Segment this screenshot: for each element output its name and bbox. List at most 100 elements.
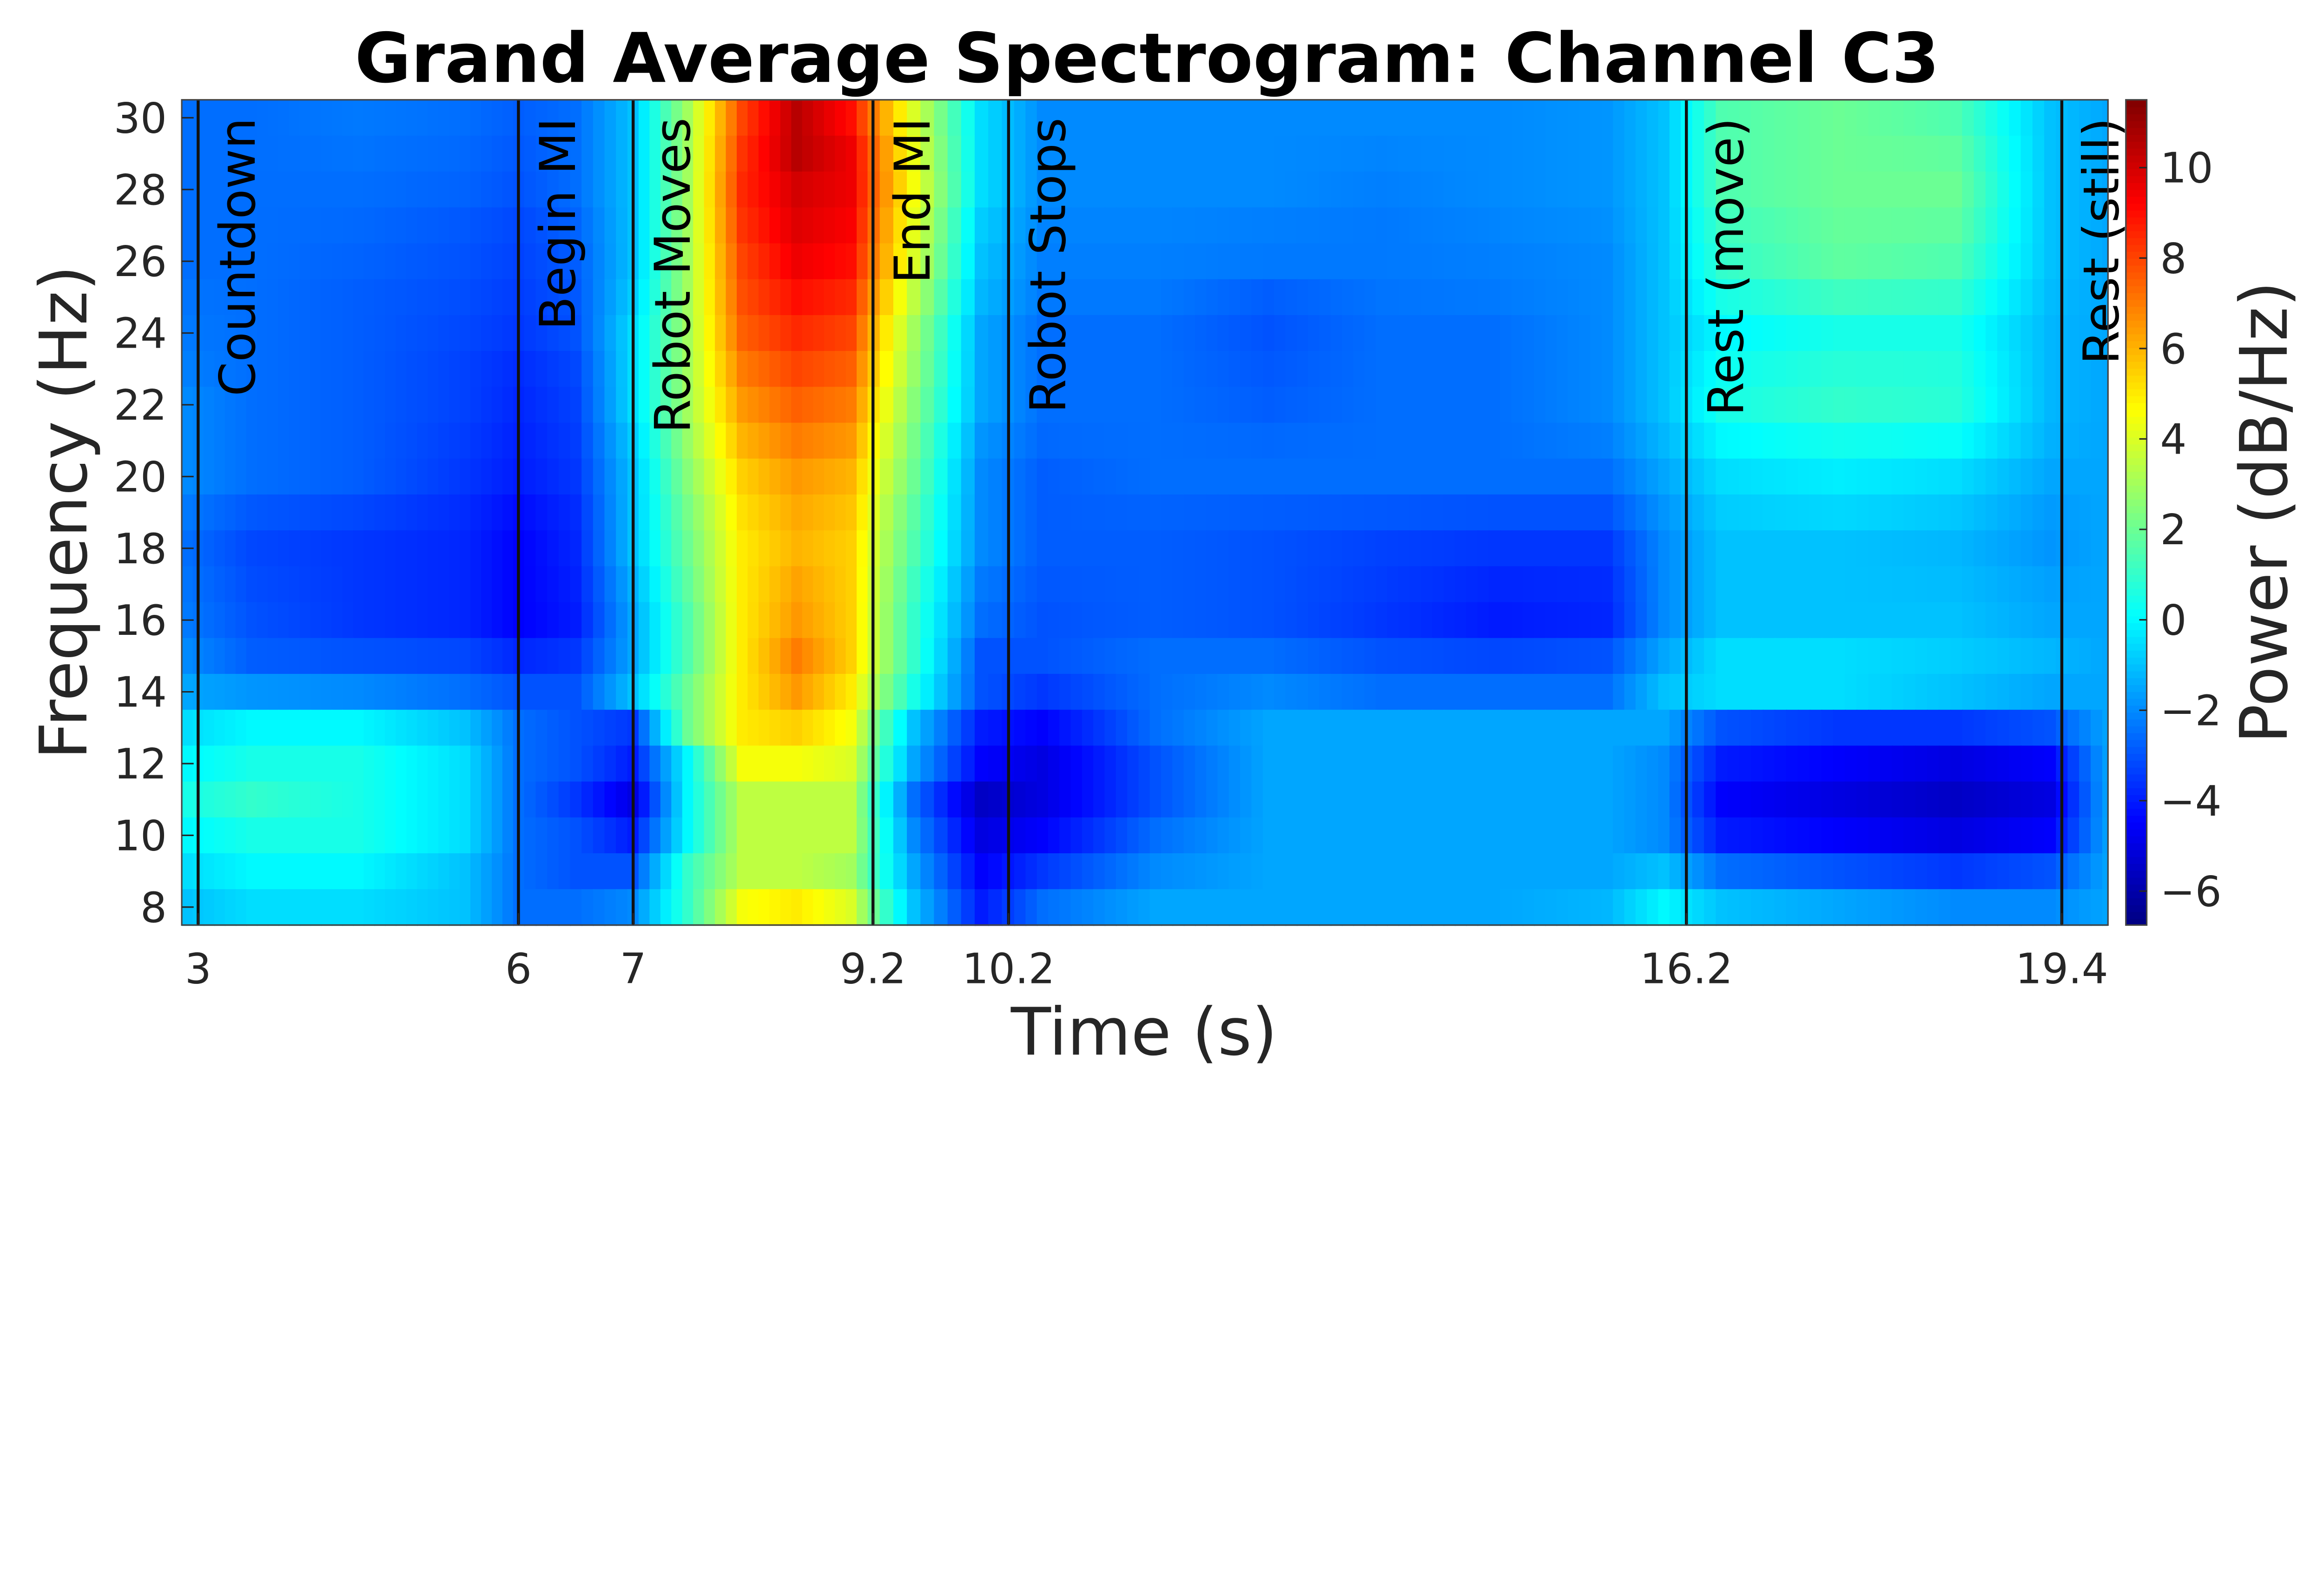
heatmap-cell: [682, 530, 694, 567]
heatmap-cell: [2032, 638, 2045, 675]
heatmap-cell: [428, 710, 440, 747]
heatmap-cell: [1251, 387, 1264, 424]
heatmap-cell: [1014, 638, 1027, 675]
heatmap-cell: [342, 135, 354, 173]
heatmap-cell: [1891, 422, 1905, 460]
heatmap-cell: [502, 422, 514, 460]
heatmap-cell: [1466, 207, 1479, 244]
heatmap-cell: [1997, 387, 2010, 424]
heatmap-cell: [1624, 710, 1637, 747]
heatmap-cell: [581, 602, 594, 639]
heatmap-cell: [1534, 673, 1546, 711]
heatmap-cell: [1534, 279, 1546, 316]
heatmap-cell: [1716, 638, 1729, 675]
heatmap-cell: [214, 817, 226, 854]
heatmap-cell: [1590, 135, 1603, 173]
heatmap-cell: [780, 781, 792, 818]
colorbar-segment: [2126, 127, 2147, 135]
heatmap-cell: [1669, 422, 1682, 460]
heatmap-cell: [1786, 279, 1799, 316]
heatmap-cell: [1774, 207, 1787, 244]
heatmap-cell: [1217, 351, 1230, 388]
heatmap-cell: [1217, 889, 1230, 926]
heatmap-cell: [1138, 602, 1151, 639]
heatmap-cell: [769, 638, 781, 675]
heatmap-cell: [1014, 243, 1027, 280]
heatmap-cell: [2079, 99, 2092, 137]
heatmap-cell: [835, 243, 847, 280]
heatmap-cell: [682, 566, 694, 603]
heatmap-cell: [682, 243, 694, 280]
heatmap-cell: [1025, 315, 1038, 352]
heatmap-cell: [1398, 566, 1411, 603]
x-tick-label: 7: [620, 945, 647, 993]
heatmap-cell: [1387, 422, 1400, 460]
heatmap-cell: [1183, 889, 1196, 926]
heatmap-cell: [1856, 781, 1869, 818]
heatmap-cell: [726, 351, 738, 388]
heatmap-cell: [726, 99, 738, 137]
heatmap-cell: [747, 422, 759, 460]
heatmap-cell: [1341, 135, 1354, 173]
heatmap-cell: [470, 135, 482, 173]
heatmap-cell: [502, 279, 514, 316]
heatmap-cell: [1082, 745, 1095, 783]
heatmap-cell: [1880, 387, 1893, 424]
heatmap-cell: [1127, 638, 1140, 675]
heatmap-cell: [802, 171, 814, 209]
heatmap-cell: [1330, 422, 1343, 460]
heatmap-cell: [1319, 171, 1332, 209]
heatmap-cell: [947, 315, 962, 352]
heatmap-cell: [1421, 422, 1433, 460]
heatmap-cell: [1059, 817, 1072, 854]
heatmap-cell: [1821, 673, 1834, 711]
heatmap-cell: [581, 673, 594, 711]
heatmap-cell: [1927, 638, 1940, 675]
heatmap-cell: [1903, 422, 1916, 460]
heatmap-cell: [1364, 135, 1377, 173]
heatmap-cell: [1307, 530, 1320, 567]
heatmap-cell: [374, 710, 386, 747]
heatmap-cell: [1635, 279, 1648, 316]
heatmap-cell: [278, 99, 290, 137]
heatmap-cell: [1613, 315, 1625, 352]
heatmap-cell: [660, 387, 673, 424]
heatmap-cell: [470, 853, 482, 890]
heatmap-cell: [1797, 243, 1811, 280]
heatmap-cell: [1880, 745, 1893, 783]
heatmap-cell: [2044, 638, 2057, 675]
heatmap-cell: [224, 673, 237, 711]
heatmap-cell: [693, 135, 705, 173]
heatmap-cell: [1891, 171, 1905, 209]
heatmap-cell: [1217, 853, 1230, 890]
heatmap-cell: [321, 889, 333, 926]
heatmap-cell: [396, 315, 408, 352]
heatmap-cell: [570, 638, 583, 675]
heatmap-cell: [2067, 279, 2080, 316]
heatmap-cell: [1590, 566, 1603, 603]
heatmap-cell: [1296, 207, 1309, 244]
heatmap-cell: [649, 853, 661, 890]
heatmap-cell: [2090, 279, 2103, 316]
heatmap-cell: [374, 566, 386, 603]
heatmap-cell: [1398, 530, 1411, 567]
heatmap-cell: [1262, 889, 1275, 926]
heatmap-cell: [406, 781, 418, 818]
heatmap-cell: [449, 710, 461, 747]
heatmap-cell: [1116, 710, 1129, 747]
heatmap-cell: [2079, 638, 2092, 675]
heatmap-cell: [1296, 387, 1309, 424]
heatmap-cell: [2102, 602, 2108, 639]
heatmap-cell: [267, 889, 279, 926]
heatmap-cell: [1669, 387, 1682, 424]
heatmap-cell: [1127, 745, 1140, 783]
heatmap-cell: [974, 566, 990, 603]
heatmap-cell: [491, 745, 503, 783]
heatmap-cell: [1545, 602, 1558, 639]
heatmap-cell: [460, 494, 471, 532]
heatmap-cell: [1601, 673, 1614, 711]
heatmap-cell: [693, 387, 705, 424]
heatmap-cell: [1104, 243, 1117, 280]
heatmap-cell: [671, 494, 683, 532]
heatmap-cell: [2020, 638, 2034, 675]
